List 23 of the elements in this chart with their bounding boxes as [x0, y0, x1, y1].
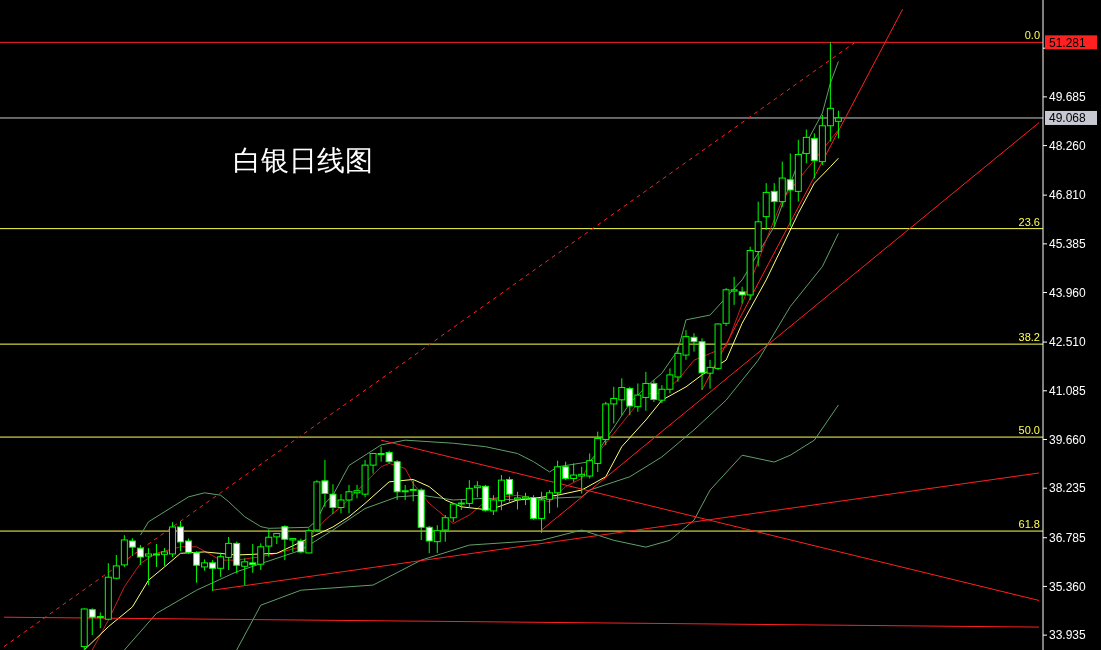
ref-line-label: 51.281	[1049, 35, 1087, 50]
y-tick-label: 41.085	[1049, 383, 1087, 398]
line-series	[236, 404, 839, 650]
y-tick-label: 45.385	[1049, 237, 1087, 252]
line-series	[139, 61, 839, 536]
annotation: 23.6	[1018, 215, 1040, 228]
annotation: 50.0	[1018, 424, 1040, 437]
line-series	[123, 232, 839, 650]
annotation: 0.0	[1024, 29, 1040, 42]
text: 白银日线图	[233, 145, 373, 176]
y-tick-label: 35.360	[1049, 579, 1087, 594]
y-tick-label: 49.685	[1049, 90, 1087, 105]
annotation: 61.8	[1018, 518, 1040, 531]
y-tick-label: 39.660	[1049, 432, 1087, 447]
y-tick-label: 46.810	[1049, 188, 1087, 203]
annotation: 38.2	[1018, 331, 1040, 344]
y-tick-label: 48.260	[1049, 138, 1087, 153]
y-tick-label: 36.785	[1049, 530, 1087, 545]
y-tick-label: 38.235	[1049, 481, 1087, 496]
y-tick-label: 43.960	[1049, 285, 1087, 300]
ref-line-label: 49.068	[1049, 111, 1087, 126]
y-tick-label: 33.935	[1049, 628, 1087, 643]
y-tick-label: 42.510	[1049, 335, 1087, 350]
